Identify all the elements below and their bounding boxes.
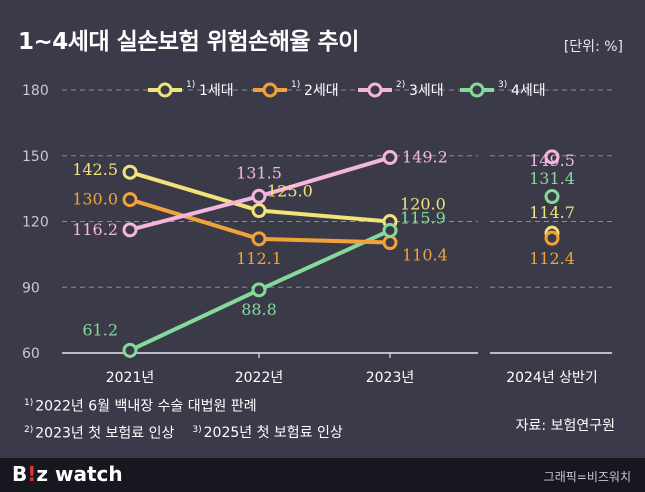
data-label: 112.1	[236, 249, 282, 268]
data-point	[251, 282, 267, 298]
data-label: 61.2	[82, 320, 118, 339]
footnote-1: 1) 2022년 6월 백내장 수술 대법원 판례	[24, 398, 257, 415]
data-point	[122, 222, 138, 238]
legend-label: 4세대	[511, 83, 546, 99]
axis-baselines	[62, 352, 612, 358]
data-label: 112.4	[529, 249, 575, 268]
x-tick-label: 2024년 상반기	[506, 370, 598, 386]
legend-label: 3세대	[409, 83, 444, 99]
legend-marker	[157, 82, 173, 98]
data-label: 115.9	[400, 208, 446, 227]
data-point	[122, 342, 138, 358]
data-labels: 142.5 125.0 120.0 114.7 130.0 112.1 110.4 112.4…	[72, 148, 575, 340]
data-point	[122, 192, 138, 208]
data-label: 149.2	[402, 148, 448, 167]
chart-title: 1~4세대 실손보험 위험손해율 추이	[18, 29, 359, 55]
legend-marker	[367, 82, 383, 98]
footer-bar: B!z watch 그래픽=비즈워치	[0, 458, 645, 492]
data-point	[122, 164, 138, 180]
legend-marker	[262, 82, 278, 98]
data-point	[544, 189, 560, 205]
data-label: 142.5	[72, 160, 118, 179]
data-label: 149.5	[529, 151, 575, 170]
line-chart: 60 90 120 150 180 2021년 2022년 2023년 2024년 상반기 1…	[22, 80, 612, 386]
data-label: 114.7	[529, 203, 575, 222]
x-tick-label: 2023년	[366, 370, 415, 386]
legend-note: 1)	[186, 80, 195, 90]
legend-marker	[469, 82, 485, 98]
data-point	[251, 231, 267, 247]
data-point	[544, 230, 560, 246]
data-label: 110.4	[402, 246, 448, 265]
source-label: 자료: 보험연구원	[515, 418, 615, 434]
y-tick-label: 60	[22, 346, 40, 362]
x-tick-label: 2022년	[235, 370, 284, 386]
data-label: 120.0	[400, 195, 446, 214]
y-tick-label: 120	[22, 215, 49, 231]
data-point	[251, 188, 267, 204]
y-tick-label: 150	[22, 149, 49, 165]
data-label: 130.0	[72, 190, 118, 209]
legend-label: 2세대	[304, 83, 339, 99]
data-label: 125.0	[267, 182, 313, 201]
data-label: 131.4	[529, 169, 575, 188]
data-label: 131.5	[236, 163, 282, 182]
data-label: 88.8	[241, 300, 277, 319]
y-tick-labels: 60 90 120 150 180	[22, 83, 49, 362]
data-point	[382, 150, 398, 166]
data-label: 116.2	[72, 220, 118, 239]
y-tick-label: 180	[22, 83, 49, 99]
legend-note: 2)	[396, 80, 405, 90]
data-point	[544, 149, 560, 165]
legend-label: 1세대	[199, 83, 234, 99]
legend-note: 3)	[498, 80, 507, 90]
data-point	[382, 222, 398, 238]
y-tick-label: 90	[22, 280, 40, 296]
bizwatch-logo: B!z watch	[12, 462, 123, 486]
graphic-credit: 그래픽=비즈워치	[543, 470, 631, 484]
data-point	[251, 203, 267, 219]
series-points	[122, 149, 560, 358]
unit-label: [단위: %]	[563, 39, 623, 55]
x-tick-labels: 2021년 2022년 2023년 2024년 상반기	[106, 370, 598, 386]
legend: 1) 1세대 1) 2세대 2) 3세대 3) 4세대	[148, 80, 546, 99]
footnotes: 1) 2022년 6월 백내장 수술 대법원 판례 2) 2023년 첫 보험료 인…	[24, 392, 343, 445]
footnote-2-3: 2) 2023년 첫 보험료 인상 3) 2025년 첫 보험료 인상	[24, 424, 343, 442]
legend-note: 1)	[291, 80, 300, 90]
data-point	[382, 235, 398, 251]
x-tick-label: 2021년	[106, 370, 155, 386]
